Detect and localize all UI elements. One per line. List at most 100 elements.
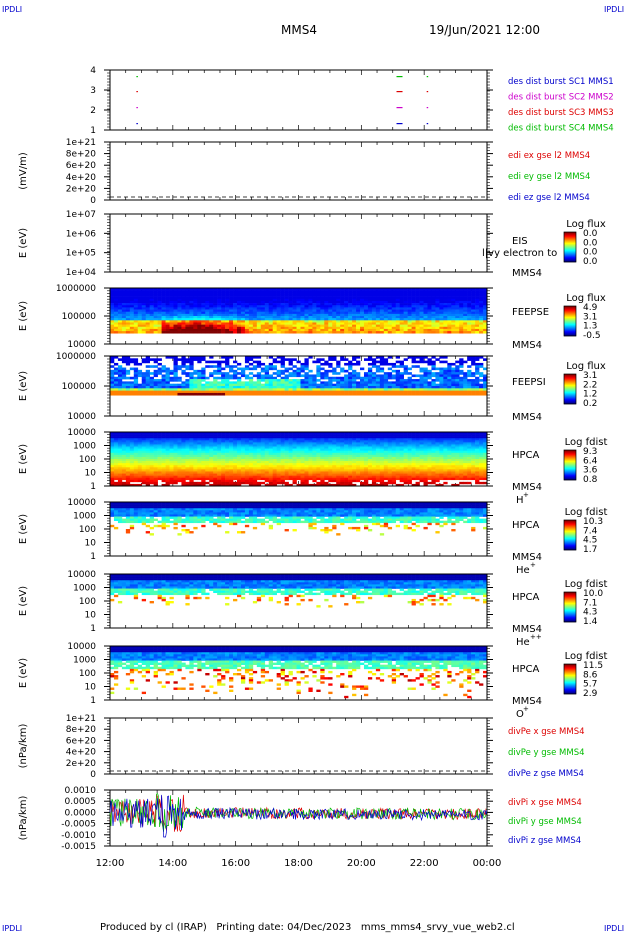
spectrogram-cell — [149, 390, 154, 394]
spectrogram-cell — [272, 324, 277, 328]
spectrogram-cell — [197, 324, 202, 328]
spectrogram-cell — [451, 296, 456, 300]
spectrogram-cell — [391, 390, 397, 394]
spectrogram-cell — [447, 367, 452, 371]
spectrogram-cell — [320, 292, 325, 295]
spectrogram-cell — [316, 296, 321, 300]
spectrogram-cell — [352, 328, 357, 332]
spectrogram-cell — [252, 290, 258, 293]
spectrogram-cell — [169, 318, 174, 321]
spectrogram-cell — [149, 450, 154, 454]
spectrogram-cell — [213, 465, 218, 468]
spectrogram-cell — [209, 316, 214, 319]
spectrogram-cell — [153, 440, 158, 443]
colorbar-step — [564, 380, 576, 382]
spectrogram-cell — [423, 381, 428, 384]
spectrogram-cell — [169, 444, 174, 447]
colorbar-step — [564, 385, 576, 387]
spectrogram-cell — [320, 320, 325, 323]
spectrogram-cell — [292, 318, 297, 321]
spectrogram-cell — [336, 292, 341, 295]
spectrogram-cell — [288, 328, 293, 332]
spectrogram-cell — [129, 358, 135, 361]
spectrogram-cell — [137, 311, 143, 315]
spectrogram-cell — [209, 383, 214, 387]
spectrogram-cell — [193, 448, 198, 451]
spectrogram-cell — [141, 358, 147, 361]
spectrogram-cell — [221, 328, 226, 332]
y-axis-label: (mV/m) — [18, 152, 29, 190]
spectrogram-cell — [181, 463, 186, 466]
spectrogram-cell — [280, 376, 285, 380]
spectrogram-cell — [260, 307, 266, 310]
spectrogram-cell — [133, 381, 139, 384]
spectrogram-cell — [236, 288, 242, 291]
colorbar-step — [564, 234, 576, 236]
spectrogram-cell — [403, 367, 408, 371]
spectrogram-cell — [121, 313, 127, 317]
spectrogram-cell — [264, 461, 270, 464]
spectrogram-cell — [300, 318, 305, 321]
spectrogram-cell — [181, 356, 186, 359]
spectrogram-cell — [276, 356, 281, 359]
spectrogram-cell — [177, 328, 182, 332]
spectrogram-cell — [415, 309, 420, 312]
spectrogram-cell — [113, 328, 119, 332]
spectrogram-cell — [197, 318, 202, 321]
spectrogram-cell — [312, 290, 317, 293]
spectrogram-cell — [467, 331, 472, 334]
spectrogram-cell — [467, 290, 472, 293]
spectrogram-cell — [209, 322, 214, 325]
spectrogram-cell — [483, 390, 488, 394]
spectrogram-cell — [272, 320, 277, 323]
spectrogram-cell — [110, 372, 115, 375]
spectrogram-cell — [411, 326, 416, 330]
spectrogram-cell — [161, 367, 166, 371]
spectrogram-cell — [367, 307, 373, 310]
colorbar-tick-label: 4.9 — [583, 303, 598, 313]
spectrogram-cell — [209, 374, 214, 378]
spectrogram-cell — [340, 331, 345, 334]
spectrogram-cell — [169, 436, 174, 439]
burst-mark — [396, 91, 403, 93]
spectrogram-cell — [185, 471, 190, 474]
spectrogram-cell — [316, 324, 321, 328]
spectrogram-cell — [141, 294, 147, 297]
spectrogram-cell — [284, 386, 289, 389]
spectrogram-cell — [201, 288, 206, 291]
spectrogram-cell — [221, 463, 226, 466]
spectrogram-cell — [423, 322, 428, 325]
spectrogram-cell — [252, 374, 258, 378]
spectrogram-cell — [443, 324, 448, 328]
spectrogram-cell — [451, 362, 456, 366]
spectrogram-cell — [244, 309, 250, 312]
spectrogram-cell — [348, 294, 353, 297]
y-tick-label: 1e+07 — [66, 210, 96, 220]
spectrogram-cell — [463, 392, 468, 396]
spectrogram-cell — [133, 324, 139, 328]
spectrogram-cell — [483, 305, 488, 308]
spectrogram-cell — [205, 475, 210, 478]
spectrogram-cell — [443, 383, 448, 387]
spectrogram-cell — [248, 465, 254, 468]
y-axis-label: E (eV) — [18, 301, 29, 331]
spectrogram-cell — [272, 328, 277, 332]
y-tick-label: 1e+21 — [66, 138, 96, 148]
spectrogram-cell — [209, 360, 214, 364]
spectrogram-cell — [197, 376, 202, 380]
spacecraft-label: MMS4 — [512, 412, 542, 423]
spectrogram-cell — [360, 388, 365, 391]
spectrogram-cell — [213, 479, 218, 483]
y-tick-label: 100 — [79, 455, 96, 465]
spectrogram-cell — [173, 461, 178, 464]
spectrogram-cell — [248, 473, 254, 476]
spectrogram-cell — [352, 381, 357, 384]
spectrogram-cell — [256, 381, 262, 384]
spectrogram-cell — [133, 309, 139, 312]
spectrogram-cell — [205, 313, 210, 317]
spectrogram-cell — [300, 365, 305, 368]
spectrogram-cell — [431, 374, 436, 378]
spectrogram-cell — [161, 376, 166, 380]
colorbar-step — [564, 393, 576, 395]
spectrogram-cell — [173, 316, 178, 319]
